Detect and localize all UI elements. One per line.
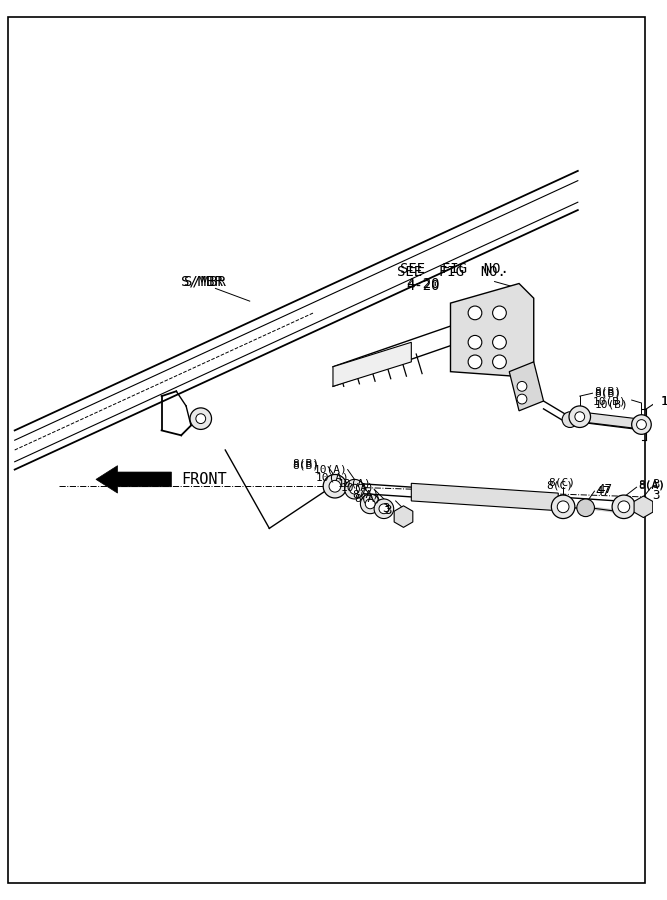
Polygon shape bbox=[412, 483, 558, 510]
Circle shape bbox=[323, 474, 347, 498]
Circle shape bbox=[557, 501, 569, 513]
Text: 8(A): 8(A) bbox=[638, 480, 666, 490]
FancyArrow shape bbox=[96, 465, 171, 493]
Text: 8(B): 8(B) bbox=[292, 459, 319, 469]
Text: 47: 47 bbox=[598, 482, 612, 496]
Circle shape bbox=[196, 414, 205, 424]
Circle shape bbox=[468, 355, 482, 369]
Text: 8(A): 8(A) bbox=[353, 489, 380, 500]
Circle shape bbox=[493, 355, 506, 369]
Text: 8(A): 8(A) bbox=[638, 481, 666, 491]
Text: SEE  FIG  NO.: SEE FIG NO. bbox=[400, 262, 508, 275]
Text: 8(C): 8(C) bbox=[548, 477, 576, 487]
Text: 10(A): 10(A) bbox=[341, 482, 375, 492]
Circle shape bbox=[552, 495, 575, 518]
Text: 10(B): 10(B) bbox=[592, 396, 626, 406]
Text: 8(C): 8(C) bbox=[546, 481, 574, 491]
Circle shape bbox=[493, 336, 506, 349]
Text: 10(B): 10(B) bbox=[594, 400, 628, 410]
Circle shape bbox=[190, 408, 211, 429]
Circle shape bbox=[569, 406, 590, 428]
Text: 8(B): 8(B) bbox=[594, 386, 622, 396]
Circle shape bbox=[562, 412, 578, 427]
Text: 8(B): 8(B) bbox=[292, 461, 319, 471]
Text: 47: 47 bbox=[596, 484, 610, 498]
Circle shape bbox=[632, 415, 651, 435]
Text: S/MBR: S/MBR bbox=[181, 274, 223, 289]
Circle shape bbox=[468, 336, 482, 349]
Text: 1: 1 bbox=[660, 394, 667, 408]
Circle shape bbox=[618, 501, 630, 513]
Circle shape bbox=[493, 306, 506, 319]
Text: 1: 1 bbox=[660, 394, 667, 408]
Polygon shape bbox=[588, 413, 636, 428]
Text: S/MBR: S/MBR bbox=[184, 274, 226, 289]
Text: 4-20: 4-20 bbox=[406, 280, 440, 293]
Circle shape bbox=[345, 480, 364, 499]
Circle shape bbox=[612, 495, 636, 518]
Circle shape bbox=[350, 484, 360, 494]
Text: 3: 3 bbox=[652, 489, 660, 501]
Text: FRONT: FRONT bbox=[181, 472, 227, 487]
Circle shape bbox=[575, 412, 585, 421]
Text: 3: 3 bbox=[382, 502, 390, 516]
Text: SEE  FIG  NO.: SEE FIG NO. bbox=[397, 265, 506, 279]
Text: 8(A): 8(A) bbox=[355, 494, 382, 504]
Circle shape bbox=[360, 494, 380, 514]
Circle shape bbox=[517, 382, 527, 392]
Circle shape bbox=[636, 419, 646, 429]
Text: 10(A): 10(A) bbox=[338, 478, 372, 489]
Circle shape bbox=[379, 504, 389, 514]
Circle shape bbox=[374, 499, 394, 518]
Circle shape bbox=[366, 499, 375, 508]
Circle shape bbox=[577, 499, 594, 517]
Text: 10(A): 10(A) bbox=[313, 464, 347, 474]
Polygon shape bbox=[333, 342, 412, 386]
Text: 4-20: 4-20 bbox=[406, 276, 440, 291]
Circle shape bbox=[517, 394, 527, 404]
Text: 3: 3 bbox=[384, 504, 392, 518]
Text: 10(A): 10(A) bbox=[315, 472, 349, 482]
Polygon shape bbox=[450, 284, 534, 376]
Text: 3: 3 bbox=[652, 478, 660, 491]
Polygon shape bbox=[510, 362, 544, 410]
Circle shape bbox=[468, 306, 482, 319]
Circle shape bbox=[329, 481, 341, 492]
Text: 8(B): 8(B) bbox=[594, 388, 622, 398]
